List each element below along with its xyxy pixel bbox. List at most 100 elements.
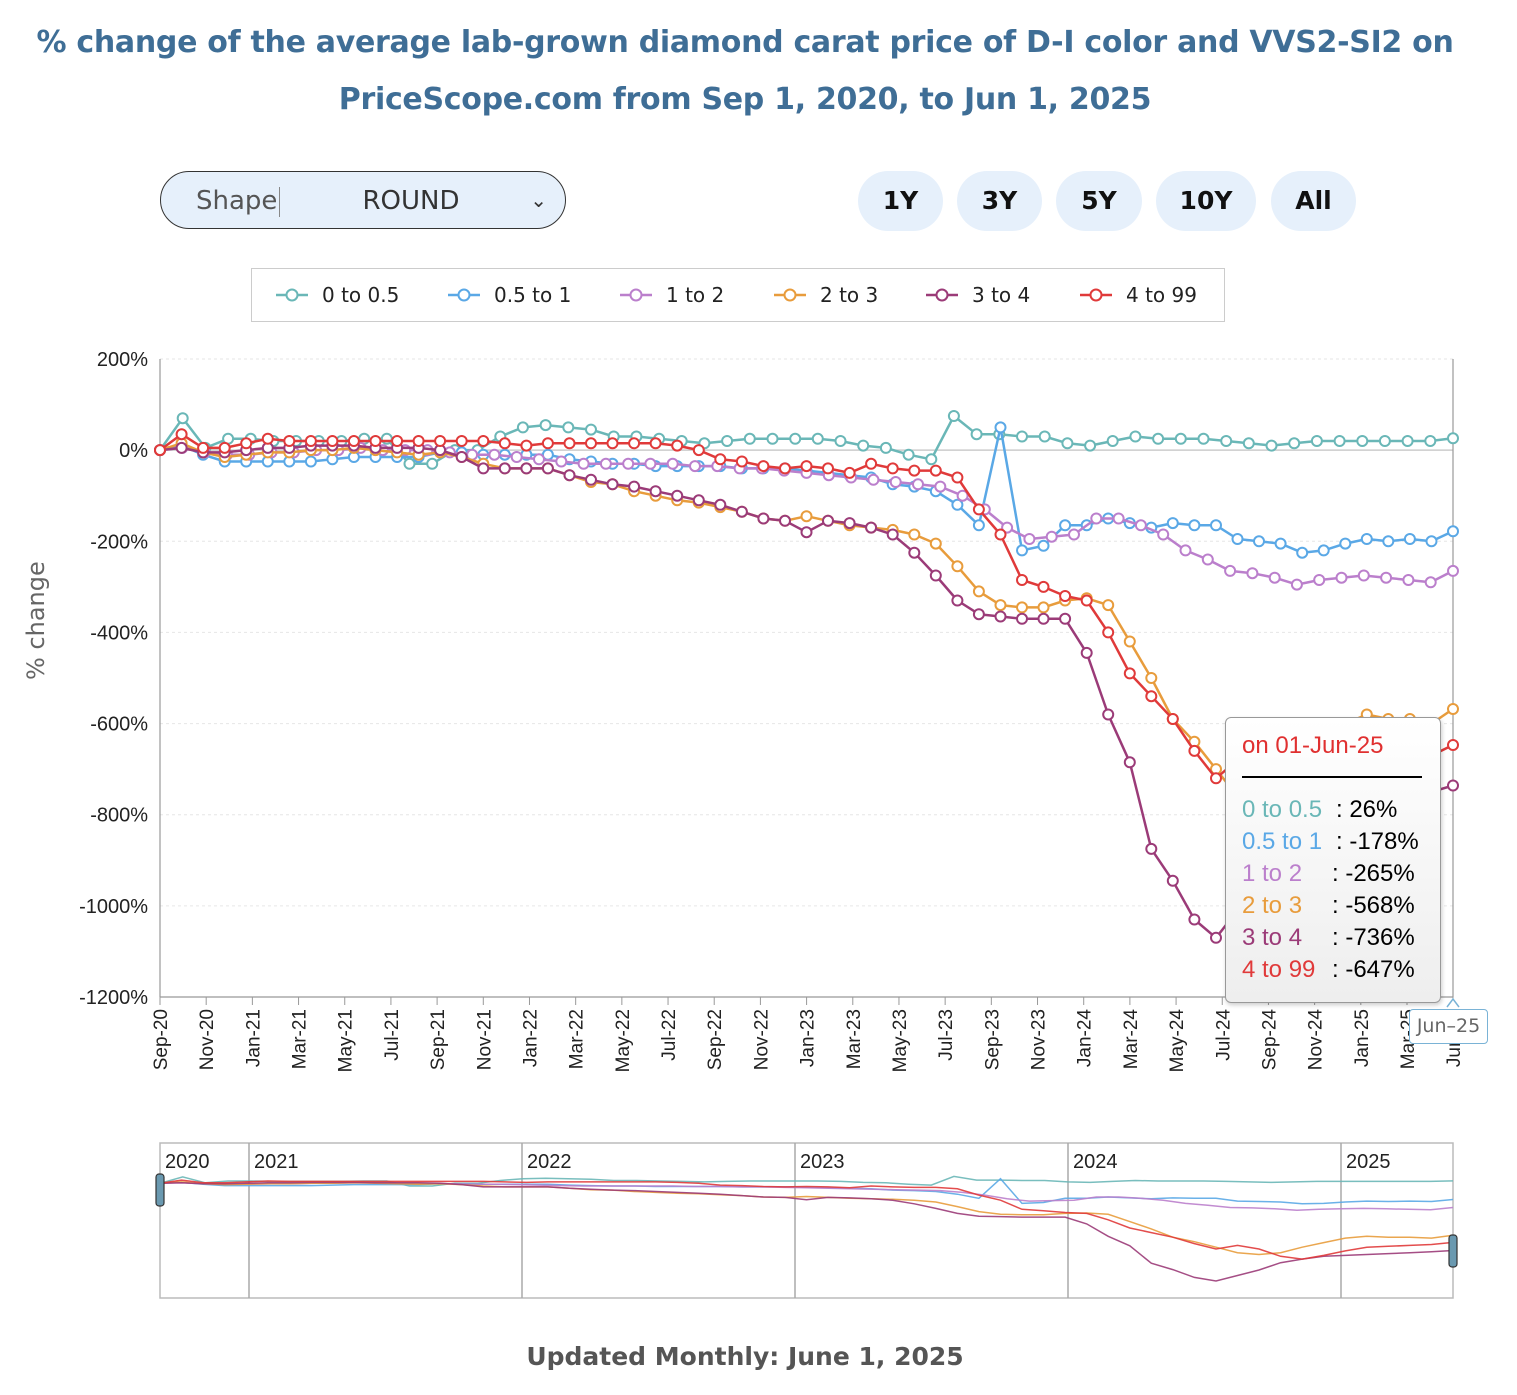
data-point [1037, 601, 1050, 614]
series-0 [154, 410, 1459, 470]
data-point [1265, 439, 1278, 452]
data-point [811, 432, 824, 445]
range-button-all[interactable]: All [1271, 171, 1356, 231]
legend-item-0-to-0.5[interactable]: 0 to 0.5 [276, 269, 399, 321]
x-tick-label: Sep-20 [151, 1009, 172, 1070]
range-button-5y[interactable]: 5Y [1056, 171, 1142, 231]
data-point [1447, 564, 1459, 577]
x-tick-label: Jul-24 [1213, 1009, 1234, 1061]
data-point [1023, 533, 1036, 545]
legend-marker-icon [1080, 288, 1112, 302]
data-point [929, 569, 942, 582]
data-point [956, 489, 969, 502]
legend-item-3-to-4[interactable]: 3 to 4 [926, 269, 1030, 321]
x-tick-label: May-23 [890, 1009, 911, 1072]
legend-item-1-to-2[interactable]: 1 to 2 [620, 269, 724, 321]
data-point [599, 457, 612, 470]
tooltip-row-value: : -265% [1332, 860, 1415, 887]
data-point [1360, 533, 1373, 545]
data-point [477, 435, 490, 447]
x-tick-label: Nov-23 [1029, 1009, 1050, 1070]
navigator-year-label: 2024 [1073, 1151, 1118, 1173]
legend-item-4-to-99[interactable]: 4 to 99 [1080, 269, 1197, 321]
data-point [1016, 430, 1028, 443]
data-point [865, 457, 878, 470]
chevron-down-icon: ⌄ [530, 190, 547, 212]
data-point [671, 439, 684, 452]
y-tick-label: -200% [90, 531, 148, 553]
data-point [1106, 435, 1119, 447]
data-point [1166, 517, 1179, 530]
tooltip-row: 2 to 3: -568% [1242, 892, 1415, 920]
data-point [843, 466, 856, 479]
x-tick-label: May-21 [336, 1009, 357, 1072]
x-tick-label: Sep-23 [982, 1009, 1003, 1070]
navigator-right-handle[interactable] [1448, 1234, 1458, 1268]
data-point [1403, 533, 1416, 545]
data-point [585, 437, 597, 450]
data-point [1382, 535, 1395, 548]
data-point [951, 594, 964, 607]
data-point [1016, 601, 1028, 614]
x-tick-label: Jan-22 [520, 1009, 541, 1067]
data-point [455, 451, 468, 463]
data-point [520, 439, 533, 452]
data-point [1224, 564, 1237, 577]
data-point [455, 435, 468, 447]
range-button-3y[interactable]: 3Y [957, 171, 1042, 231]
data-point [426, 457, 439, 470]
data-point [1045, 530, 1058, 543]
x-tick-label: Nov-24 [1306, 1009, 1327, 1071]
tooltip-row-value: : 26% [1336, 796, 1398, 823]
data-point [1123, 667, 1136, 680]
tooltip-row: 1 to 2 : -265% [1242, 860, 1415, 888]
data-point [692, 444, 705, 457]
data-point [1001, 521, 1014, 534]
crosshair-marker [1446, 997, 1460, 1008]
range-button-10y[interactable]: 10Y [1156, 171, 1256, 231]
data-point [1037, 612, 1050, 625]
y-tick-label: -1000% [79, 896, 148, 918]
data-point [1274, 537, 1287, 550]
legend-item-2-to-3[interactable]: 2 to 3 [774, 269, 878, 321]
data-point [735, 455, 748, 468]
data-point [1288, 437, 1301, 450]
data-point [994, 528, 1007, 541]
data-point [714, 453, 727, 466]
data-point [925, 453, 938, 466]
data-point [1447, 432, 1459, 445]
tooltip-header: on 01-Jun-25 [1242, 732, 1384, 759]
tooltip-row: 4 to 99: -647% [1242, 956, 1415, 984]
data-point [516, 421, 529, 434]
data-point [644, 457, 657, 470]
navigator-year-label: 2025 [1346, 1151, 1391, 1173]
data-point [175, 441, 188, 454]
tooltip-row-label: 3 to 4 [1242, 924, 1303, 951]
data-point [800, 526, 813, 539]
data-point [175, 428, 188, 441]
range-button-1y[interactable]: 1Y [858, 171, 943, 231]
shape-select-divider [279, 187, 280, 217]
tooltip-row-label: 1 to 2 [1242, 860, 1303, 887]
legend-item-0.5-to-1[interactable]: 0.5 to 1 [448, 269, 571, 321]
data-point [1016, 612, 1028, 625]
data-point [403, 457, 416, 470]
tooltip-divider [1242, 776, 1422, 778]
data-point [1402, 574, 1415, 586]
data-point [735, 505, 748, 518]
data-point [1038, 430, 1051, 443]
updated-footer: Updated Monthly: June 1, 2025 [526, 1342, 964, 1371]
data-point [1378, 435, 1391, 447]
legend-label: 3 to 4 [972, 283, 1031, 307]
shape-select[interactable]: Shape ROUND ⌄ [160, 171, 566, 229]
legend-label: 0.5 to 1 [494, 283, 572, 307]
data-point [757, 512, 770, 525]
data-point [154, 444, 166, 457]
tooltip-row-label: 0 to 0.5 [1242, 796, 1323, 823]
data-point [908, 464, 921, 477]
data-point [555, 455, 568, 468]
data-point [1174, 432, 1187, 445]
data-point [689, 460, 701, 473]
navigator-left-handle[interactable] [155, 1173, 165, 1207]
line-chart: 200%0%-200%-400%-600%-800%-1000%-1200%Se… [79, 349, 1465, 1299]
